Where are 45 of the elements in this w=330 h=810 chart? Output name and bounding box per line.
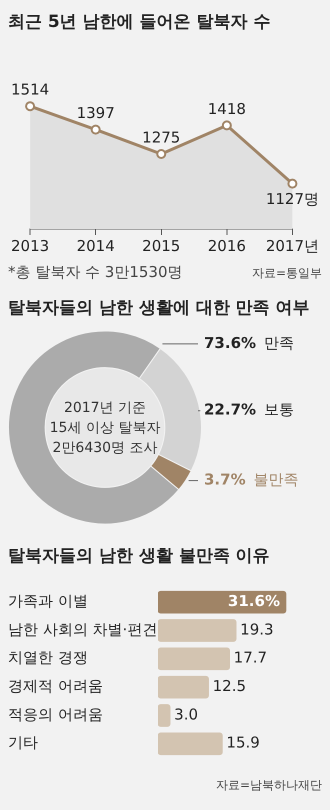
slice-label: 불만족 [254, 470, 299, 488]
data-label: 1514 [10, 80, 50, 99]
data-label: 19.3 [240, 620, 274, 638]
data-label: 12.5 [212, 677, 246, 696]
data-label: 15.9 [226, 734, 260, 752]
bar [158, 619, 236, 642]
x-tick-label: 2013 [10, 236, 50, 255]
x-tick-label: 2014 [76, 236, 115, 255]
data-label: 3.7% [204, 470, 246, 488]
x-tick-label: 2016 [208, 236, 246, 255]
point [222, 120, 232, 130]
annotation: 2017년 기준 15세 이상 탈북자 2만6430명 조사 [48, 398, 162, 458]
data-label: 73.6% [204, 334, 256, 352]
chart-title: 탈북자들의 남한 생활 불만족 이유 [8, 545, 271, 567]
point [156, 149, 166, 159]
y-tick-label: 적응의 어려움 [8, 705, 103, 724]
bar [158, 704, 170, 727]
y-tick-label: 기타 [8, 734, 38, 752]
data-label: 1127명 [266, 190, 320, 208]
y-tick-label: 남한 사회의 차별·편견 [8, 620, 158, 638]
bar [158, 732, 223, 756]
text: 자료=남북하나재단 [216, 777, 322, 794]
point [287, 178, 298, 189]
data-label: 31.6% [228, 592, 280, 610]
y-tick-label: 경제적 어려움 [8, 677, 103, 696]
x-tick-label: 2017년 [266, 236, 320, 255]
bar [158, 676, 209, 698]
y-tick-label: 가족과 이별 [8, 592, 88, 610]
slice-label: 보통 [264, 400, 294, 419]
chart-title: 최근 5년 남한에 들어온 탈북자 수 [8, 11, 272, 33]
data-label: 1397 [76, 104, 115, 122]
x-tick-label: 2015 [142, 236, 180, 255]
point [25, 101, 36, 112]
data-label: 1418 [208, 100, 246, 118]
annotation: *총 탈북자 수 3만1530명 [8, 263, 183, 282]
data-label: 1275 [142, 128, 180, 146]
point [90, 124, 101, 135]
data-label: 22.7% [204, 400, 256, 419]
data-label: 3.0 [174, 705, 198, 724]
y-tick-label: 치열한 경쟁 [8, 648, 88, 667]
bar [158, 648, 230, 670]
chart-title: 탈북자들의 남한 생활에 대한 만족 여부 [8, 297, 311, 319]
annotation: 자료=통일부 [252, 265, 322, 282]
slice-label: 만족 [264, 334, 294, 352]
data-label: 17.7 [234, 648, 268, 667]
